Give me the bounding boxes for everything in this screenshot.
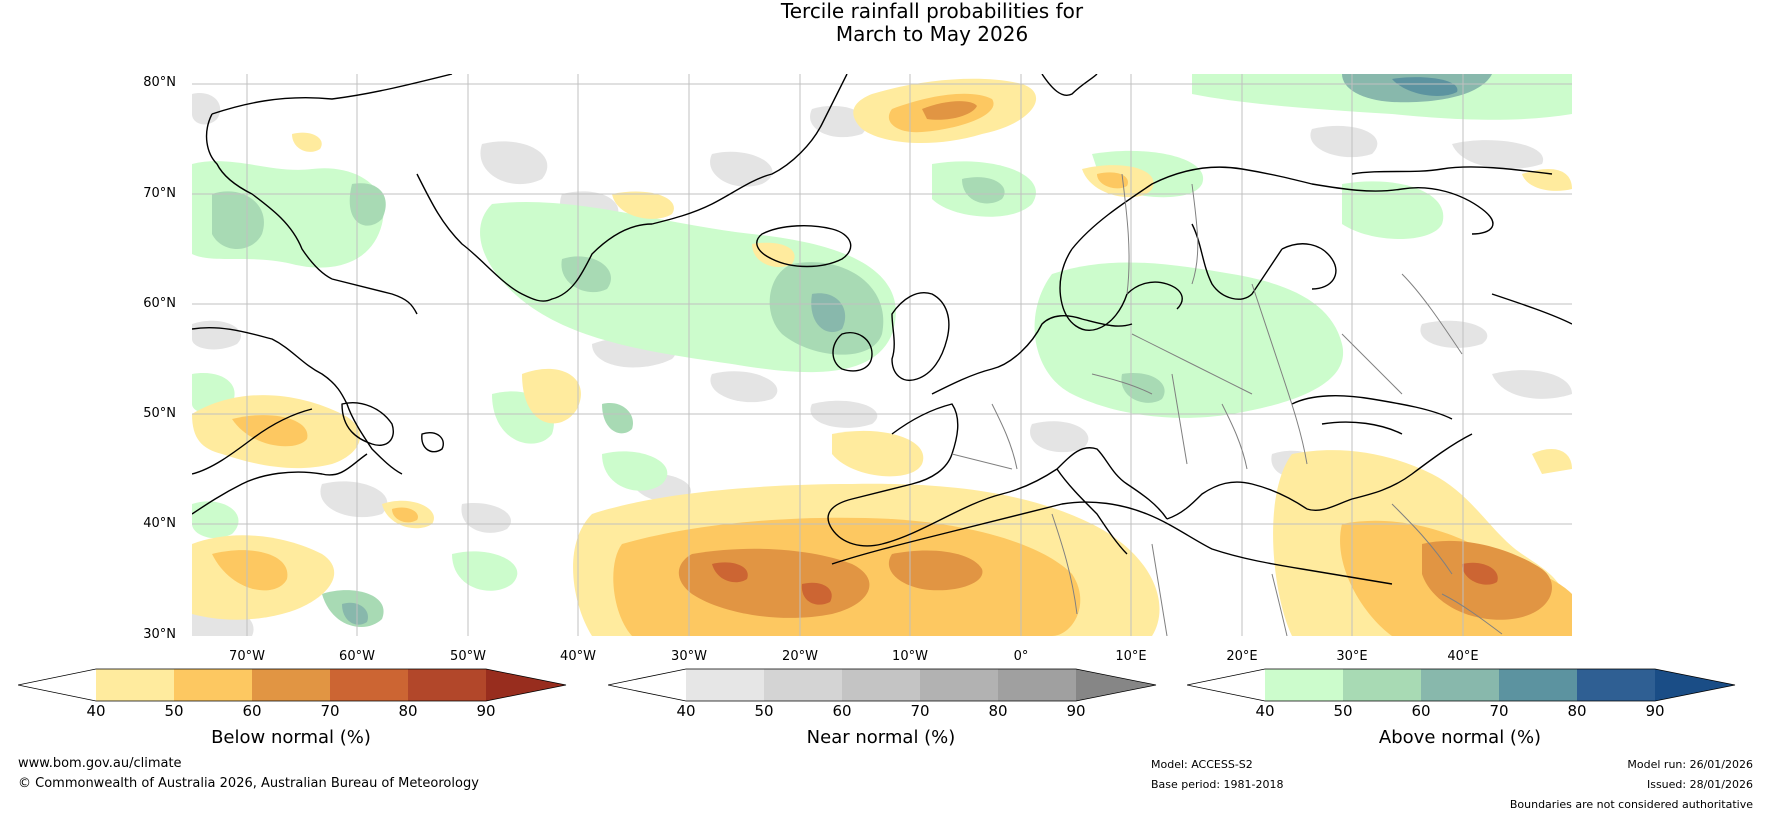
coastline-scandinavia (1071, 166, 1494, 250)
footer-url[interactable]: www.bom.gov.au/climate (18, 756, 182, 771)
lon-label-0: 0° (1013, 649, 1029, 664)
coastline-svalbard (1041, 74, 1098, 96)
lon-label-50w: 50°W (450, 649, 486, 664)
cbar-above-tick-50: 50 (1333, 702, 1353, 720)
footer-model-run: Model run: 26/01/2026 (1627, 758, 1753, 771)
footer-model: Model: ACCESS-S2 (1151, 758, 1253, 771)
lat-label-80n: 80°N (143, 75, 176, 90)
lon-label-30w: 30°W (671, 649, 707, 664)
cbar-below-seg-2 (174, 669, 252, 701)
cbar-above-tick-70: 70 (1489, 702, 1509, 720)
cbar-below-seg-5 (408, 669, 486, 701)
colorbar-above-normal (1187, 668, 1736, 702)
cbar-near-tick-90: 90 (1066, 702, 1086, 720)
graticule (192, 74, 1572, 636)
near-normal-areas (192, 93, 1572, 636)
coastline-europe (931, 315, 1133, 395)
lon-label-60w: 60°W (339, 649, 375, 664)
cbar-near-tick-60: 60 (832, 702, 852, 720)
cbar-above-seg-0 (1187, 669, 1265, 701)
footer-issued: Issued: 28/01/2026 (1646, 778, 1753, 791)
cbar-near-seg-6 (1076, 669, 1156, 701)
cbar-near-tick-50: 50 (754, 702, 774, 720)
cbar-above-seg-6 (1655, 669, 1735, 701)
cbar-below-seg-6 (486, 669, 566, 701)
rainfall-probability-map (192, 74, 1572, 636)
cbar-below-tick-50: 50 (164, 702, 184, 720)
colorbar-below-normal (18, 668, 567, 702)
lat-label-30n: 30°N (143, 627, 176, 642)
lon-label-20e: 20°E (1226, 649, 1258, 664)
cbar-above-seg-2 (1343, 669, 1421, 701)
lon-label-10e: 10°E (1115, 649, 1147, 664)
cbar-below-tick-90: 90 (476, 702, 496, 720)
cbar-near-seg-1 (686, 669, 764, 701)
coastline-iceland (756, 225, 852, 268)
cbar-below-seg-3 (252, 669, 330, 701)
cbar-below-seg-0 (18, 669, 96, 701)
cbar-below-title: Below normal (%) (211, 727, 371, 748)
cbar-above-seg-5 (1577, 669, 1655, 701)
cbar-above-tick-80: 80 (1567, 702, 1587, 720)
cbar-near-seg-5 (998, 669, 1076, 701)
coastline-britain (891, 292, 950, 381)
cbar-below-tick-60: 60 (242, 702, 262, 720)
cbar-above-seg-3 (1421, 669, 1499, 701)
coastline-italy (1056, 468, 1128, 555)
lat-label-40n: 40°N (143, 516, 176, 531)
cbar-near-title: Near normal (%) (806, 727, 956, 748)
lat-label-60n: 60°N (143, 296, 176, 311)
map-title: Tercile rainfall probabilities for March… (620, 0, 1244, 46)
below-normal-areas (192, 78, 1572, 636)
cbar-above-tick-40: 40 (1255, 702, 1275, 720)
coastline-ireland (832, 332, 873, 372)
lon-label-10w: 10°W (892, 649, 928, 664)
cbar-below-tick-80: 80 (398, 702, 418, 720)
coastline-greenland (211, 74, 848, 302)
map-title-line1: Tercile rainfall probabilities for (780, 0, 1084, 23)
cbar-above-title: Above normal (%) (1378, 727, 1542, 748)
cbar-near-tick-40: 40 (676, 702, 696, 720)
footer-boundaries-note: Boundaries are not considered authoritat… (1509, 798, 1753, 811)
cbar-near-seg-3 (842, 669, 920, 701)
coastlines (192, 74, 1572, 585)
map-title-line2: March to May 2026 (835, 22, 1029, 46)
lon-label-40w: 40°W (560, 649, 596, 664)
lat-label-70n: 70°N (143, 186, 176, 201)
colorbar-near-normal (608, 668, 1157, 702)
lon-label-20w: 20°W (782, 649, 818, 664)
country-borders (951, 173, 1503, 636)
cbar-below-seg-4 (330, 669, 408, 701)
lon-label-40e: 40°E (1447, 649, 1479, 664)
lon-label-70w: 70°W (229, 649, 265, 664)
cbar-above-tick-90: 90 (1645, 702, 1665, 720)
footer-copyright: © Commonwealth of Australia 2026, Austra… (18, 776, 479, 791)
cbar-above-seg-4 (1499, 669, 1577, 701)
cbar-near-tick-70: 70 (910, 702, 930, 720)
lat-label-50n: 50°N (143, 406, 176, 421)
cbar-near-seg-4 (920, 669, 998, 701)
cbar-above-tick-60: 60 (1411, 702, 1431, 720)
footer-base-period: Base period: 1981-2018 (1151, 778, 1284, 791)
cbar-above-seg-1 (1265, 669, 1343, 701)
cbar-below-tick-70: 70 (320, 702, 340, 720)
cbar-near-tick-80: 80 (988, 702, 1008, 720)
cbar-below-seg-1 (96, 669, 174, 701)
coastline-canada (192, 326, 403, 475)
lon-label-30e: 30°E (1336, 649, 1368, 664)
cbar-near-seg-2 (764, 669, 842, 701)
cbar-below-tick-40: 40 (86, 702, 106, 720)
coastline-africa (831, 501, 1393, 585)
cbar-near-seg-0 (608, 669, 686, 701)
